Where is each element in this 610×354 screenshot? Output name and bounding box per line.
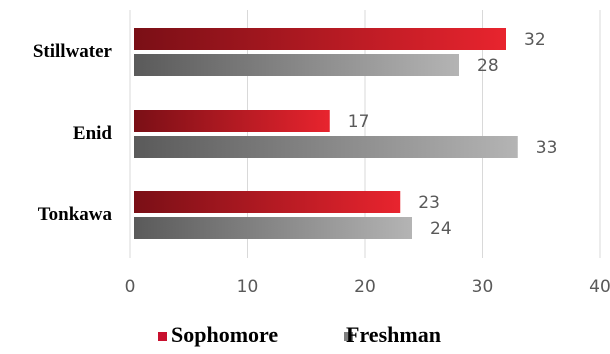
data-label-sophomore-tonkawa: 23 (418, 193, 440, 213)
x-tick-label-30: 30 (472, 277, 494, 297)
category-label-tonkawa: Tonkawa (38, 204, 113, 225)
x-tick-label-20: 20 (354, 277, 376, 297)
bar-sophomore-enid (134, 110, 330, 132)
category-label-stillwater: Stillwater (33, 41, 113, 62)
x-tick-label-40: 40 (589, 277, 610, 297)
gridlines (129, 10, 601, 258)
data-label-freshman-enid: 33 (536, 138, 558, 158)
data-label-sophomore-enid: 17 (348, 112, 370, 132)
bar-freshman-stillwater (134, 54, 459, 76)
bar-freshman-enid (134, 136, 518, 158)
bar-sophomore-stillwater (134, 28, 506, 50)
axis: 0 10 20 30 40 (125, 277, 610, 297)
legend-swatch-freshman (344, 332, 353, 341)
data-label-sophomore-stillwater: 32 (524, 30, 546, 50)
category-label-enid: Enid (73, 123, 113, 144)
x-tick-label-0: 0 (125, 277, 136, 297)
bar-freshman-tonkawa (134, 217, 412, 239)
data-label-freshman-stillwater: 28 (477, 56, 499, 76)
labels: Stillwater 32 28 Enid 17 33 Tonkawa 23 24 (33, 30, 558, 239)
legend-label-sophomore: Sophomore (171, 322, 278, 347)
legend: Sophomore Freshman (158, 322, 441, 347)
x-tick-label-10: 10 (237, 277, 259, 297)
legend-label-freshman: Freshman (346, 322, 441, 347)
bar-sophomore-tonkawa (134, 191, 401, 213)
data-label-freshman-tonkawa: 24 (430, 219, 452, 239)
bars (134, 28, 518, 239)
legend-swatch-sophomore (158, 332, 167, 341)
